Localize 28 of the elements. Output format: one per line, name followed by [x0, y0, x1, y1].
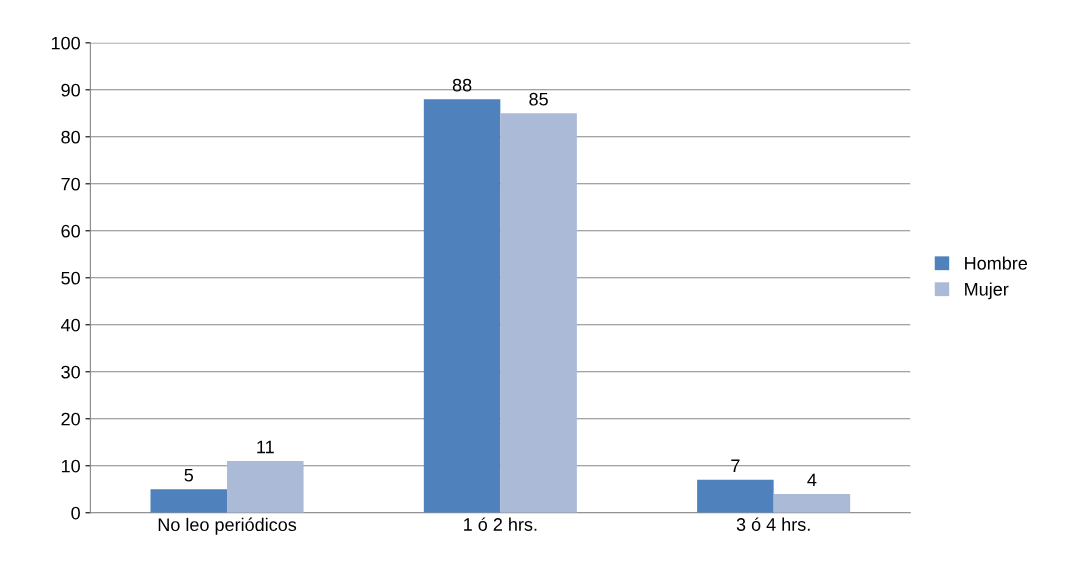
y-tick-label: 100: [51, 36, 80, 50]
y-tick-label: 50: [61, 271, 80, 285]
y-tick-label: 20: [61, 412, 80, 426]
data-label: 88: [452, 78, 472, 92]
y-tick-label: 0: [71, 506, 80, 520]
legend-label: Mujer: [965, 282, 1009, 300]
bar: [773, 493, 851, 513]
data-label: 5: [184, 468, 194, 482]
legend-label: Hombre: [965, 256, 1028, 270]
y-tick-label: 40: [61, 318, 80, 332]
data-label: 4: [807, 473, 817, 487]
data-label: 7: [731, 459, 740, 472]
data-label: 11: [257, 440, 274, 454]
y-tick-label: 90: [61, 83, 80, 97]
y-tick-label: 10: [61, 459, 80, 473]
x-tick-label: No leo periódicos: [158, 517, 297, 535]
data-label: 85: [529, 92, 548, 106]
y-tick-label: 70: [61, 177, 80, 191]
y-tick-label: 60: [61, 224, 80, 238]
x-tick-label: 1 ó 2 hrs.: [464, 517, 537, 531]
y-tick-label: 80: [61, 130, 80, 144]
bar: [697, 479, 774, 513]
bar: [423, 99, 501, 513]
bar: [150, 489, 228, 513]
bar: [500, 113, 577, 513]
y-tick-label: 30: [61, 365, 80, 379]
bar: [227, 461, 304, 513]
x-tick-label: 3 ó 4 hrs.: [736, 517, 810, 531]
